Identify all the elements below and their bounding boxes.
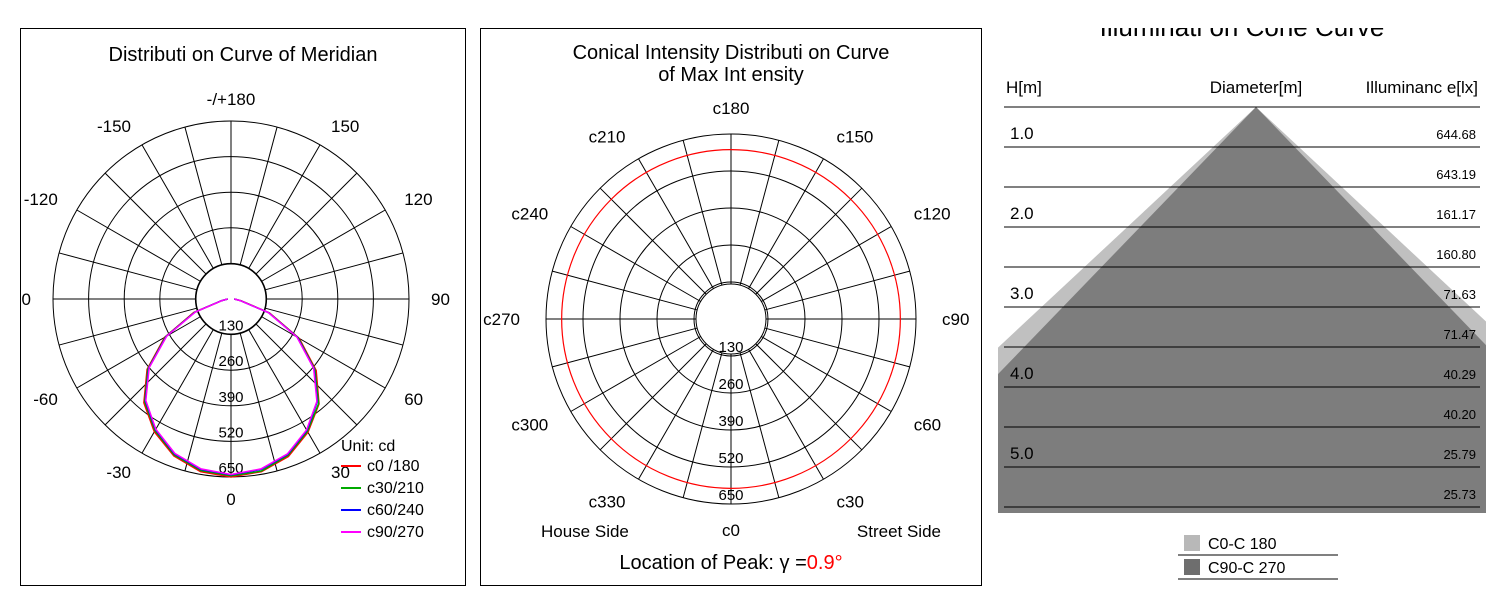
svg-text:644.68: 644.68 [1436,127,1476,142]
svg-text:c60: c60 [914,416,941,435]
svg-text:c90: c90 [942,310,969,329]
svg-text:c150: c150 [837,127,874,146]
polar-meridian-panel: Distributi on Curve of Meridian -/+180 150… [20,28,466,586]
svg-text:of Max Int ensity: of Max Int ensity [658,64,804,86]
svg-text:H[m]: H[m] [1006,78,1042,97]
svg-text:c270: c270 [483,310,520,329]
svg-text:5.0: 5.0 [1010,444,1034,463]
svg-text:4.0: 4.0 [1010,364,1034,383]
svg-text:c300: c300 [511,416,548,435]
svg-text:Illuminati on Cone Curve: Illuminati on Cone Curve [1100,28,1385,42]
svg-text:c240: c240 [511,205,548,224]
svg-text:1.0: 1.0 [1010,124,1034,143]
svg-text:390: 390 [218,389,243,406]
svg-text:40.20: 40.20 [1443,407,1476,422]
svg-text:Illuminanc e[lx]: Illuminanc e[lx] [1366,78,1478,97]
svg-text:-90: -90 [21,290,31,309]
svg-text:40.29: 40.29 [1443,367,1476,382]
svg-text:130: 130 [718,339,743,356]
svg-text:260: 260 [718,376,743,393]
svg-text:c90/270: c90/270 [367,524,424,541]
svg-text:-150: -150 [97,117,131,136]
svg-text:Conical Intensity Distributi: Conical Intensity Distributi on Curve [573,42,890,64]
svg-text:120: 120 [404,190,432,209]
svg-text:Street Side: Street Side [857,522,941,541]
svg-text:130: 130 [218,318,243,335]
svg-text:60: 60 [404,390,423,409]
svg-text:-30: -30 [106,463,131,482]
svg-text:c60/240: c60/240 [367,502,424,519]
svg-text:c30/210: c30/210 [367,480,424,497]
svg-text:House Side: House Side [541,522,629,541]
svg-text:650: 650 [718,487,743,504]
svg-text:-120: -120 [24,190,58,209]
svg-text:c0 /180: c0 /180 [367,458,420,475]
svg-text:260: 260 [218,353,243,370]
svg-text:520: 520 [718,450,743,467]
svg-text:-/+180: -/+180 [207,90,256,109]
svg-text:0: 0 [226,490,235,509]
svg-text:-60: -60 [33,390,58,409]
legend-swatch [1184,535,1200,551]
svg-text:71.63: 71.63 [1443,287,1476,302]
svg-text:25.79: 25.79 [1443,447,1476,462]
cone-svg: Illuminati on Cone Curve H[m] Diameter[m] I… [998,28,1486,584]
svg-text:c180: c180 [713,99,750,118]
svg-text:3.0: 3.0 [1010,284,1034,303]
svg-text:c30: c30 [837,493,864,512]
svg-text:c330: c330 [589,493,626,512]
svg-text:c210: c210 [589,127,626,146]
cone-curve-panel: Illuminati on Cone Curve H[m] Diameter[m] I… [998,28,1486,584]
svg-text:Location of Peak: γ =0.9°: Location of Peak: γ =0.9° [619,552,842,574]
svg-text:C90-C 270: C90-C 270 [1208,560,1285,577]
svg-text:90: 90 [431,290,450,309]
svg-text:71.47: 71.47 [1443,327,1476,342]
legend-swatch [1184,559,1200,575]
svg-text:161.17: 161.17 [1436,207,1476,222]
svg-text:Unit: cd: Unit: cd [341,438,395,455]
svg-text:150: 150 [331,117,359,136]
svg-text:C0-C 180: C0-C 180 [1208,536,1277,553]
svg-text:Distributi on Curve of Merid: Distributi on Curve of Meridian [109,44,378,66]
meridian-polar-svg: Distributi on Curve of Meridian -/+180 150… [21,29,465,585]
svg-text:160.80: 160.80 [1436,247,1476,262]
svg-text:390: 390 [718,413,743,430]
svg-text:c120: c120 [914,205,951,224]
svg-text:Diameter[m]: Diameter[m] [1210,78,1303,97]
svg-text:c0: c0 [722,521,740,540]
cone-dark [998,107,1486,513]
svg-text:520: 520 [218,424,243,441]
svg-text:25.73: 25.73 [1443,487,1476,502]
conical-polar-svg: Conical Intensity Distributi on Curveof … [481,29,981,585]
svg-text:643.19: 643.19 [1436,167,1476,182]
polar-conical-panel: Conical Intensity Distributi on Curveof … [480,28,982,586]
svg-text:2.0: 2.0 [1010,204,1034,223]
